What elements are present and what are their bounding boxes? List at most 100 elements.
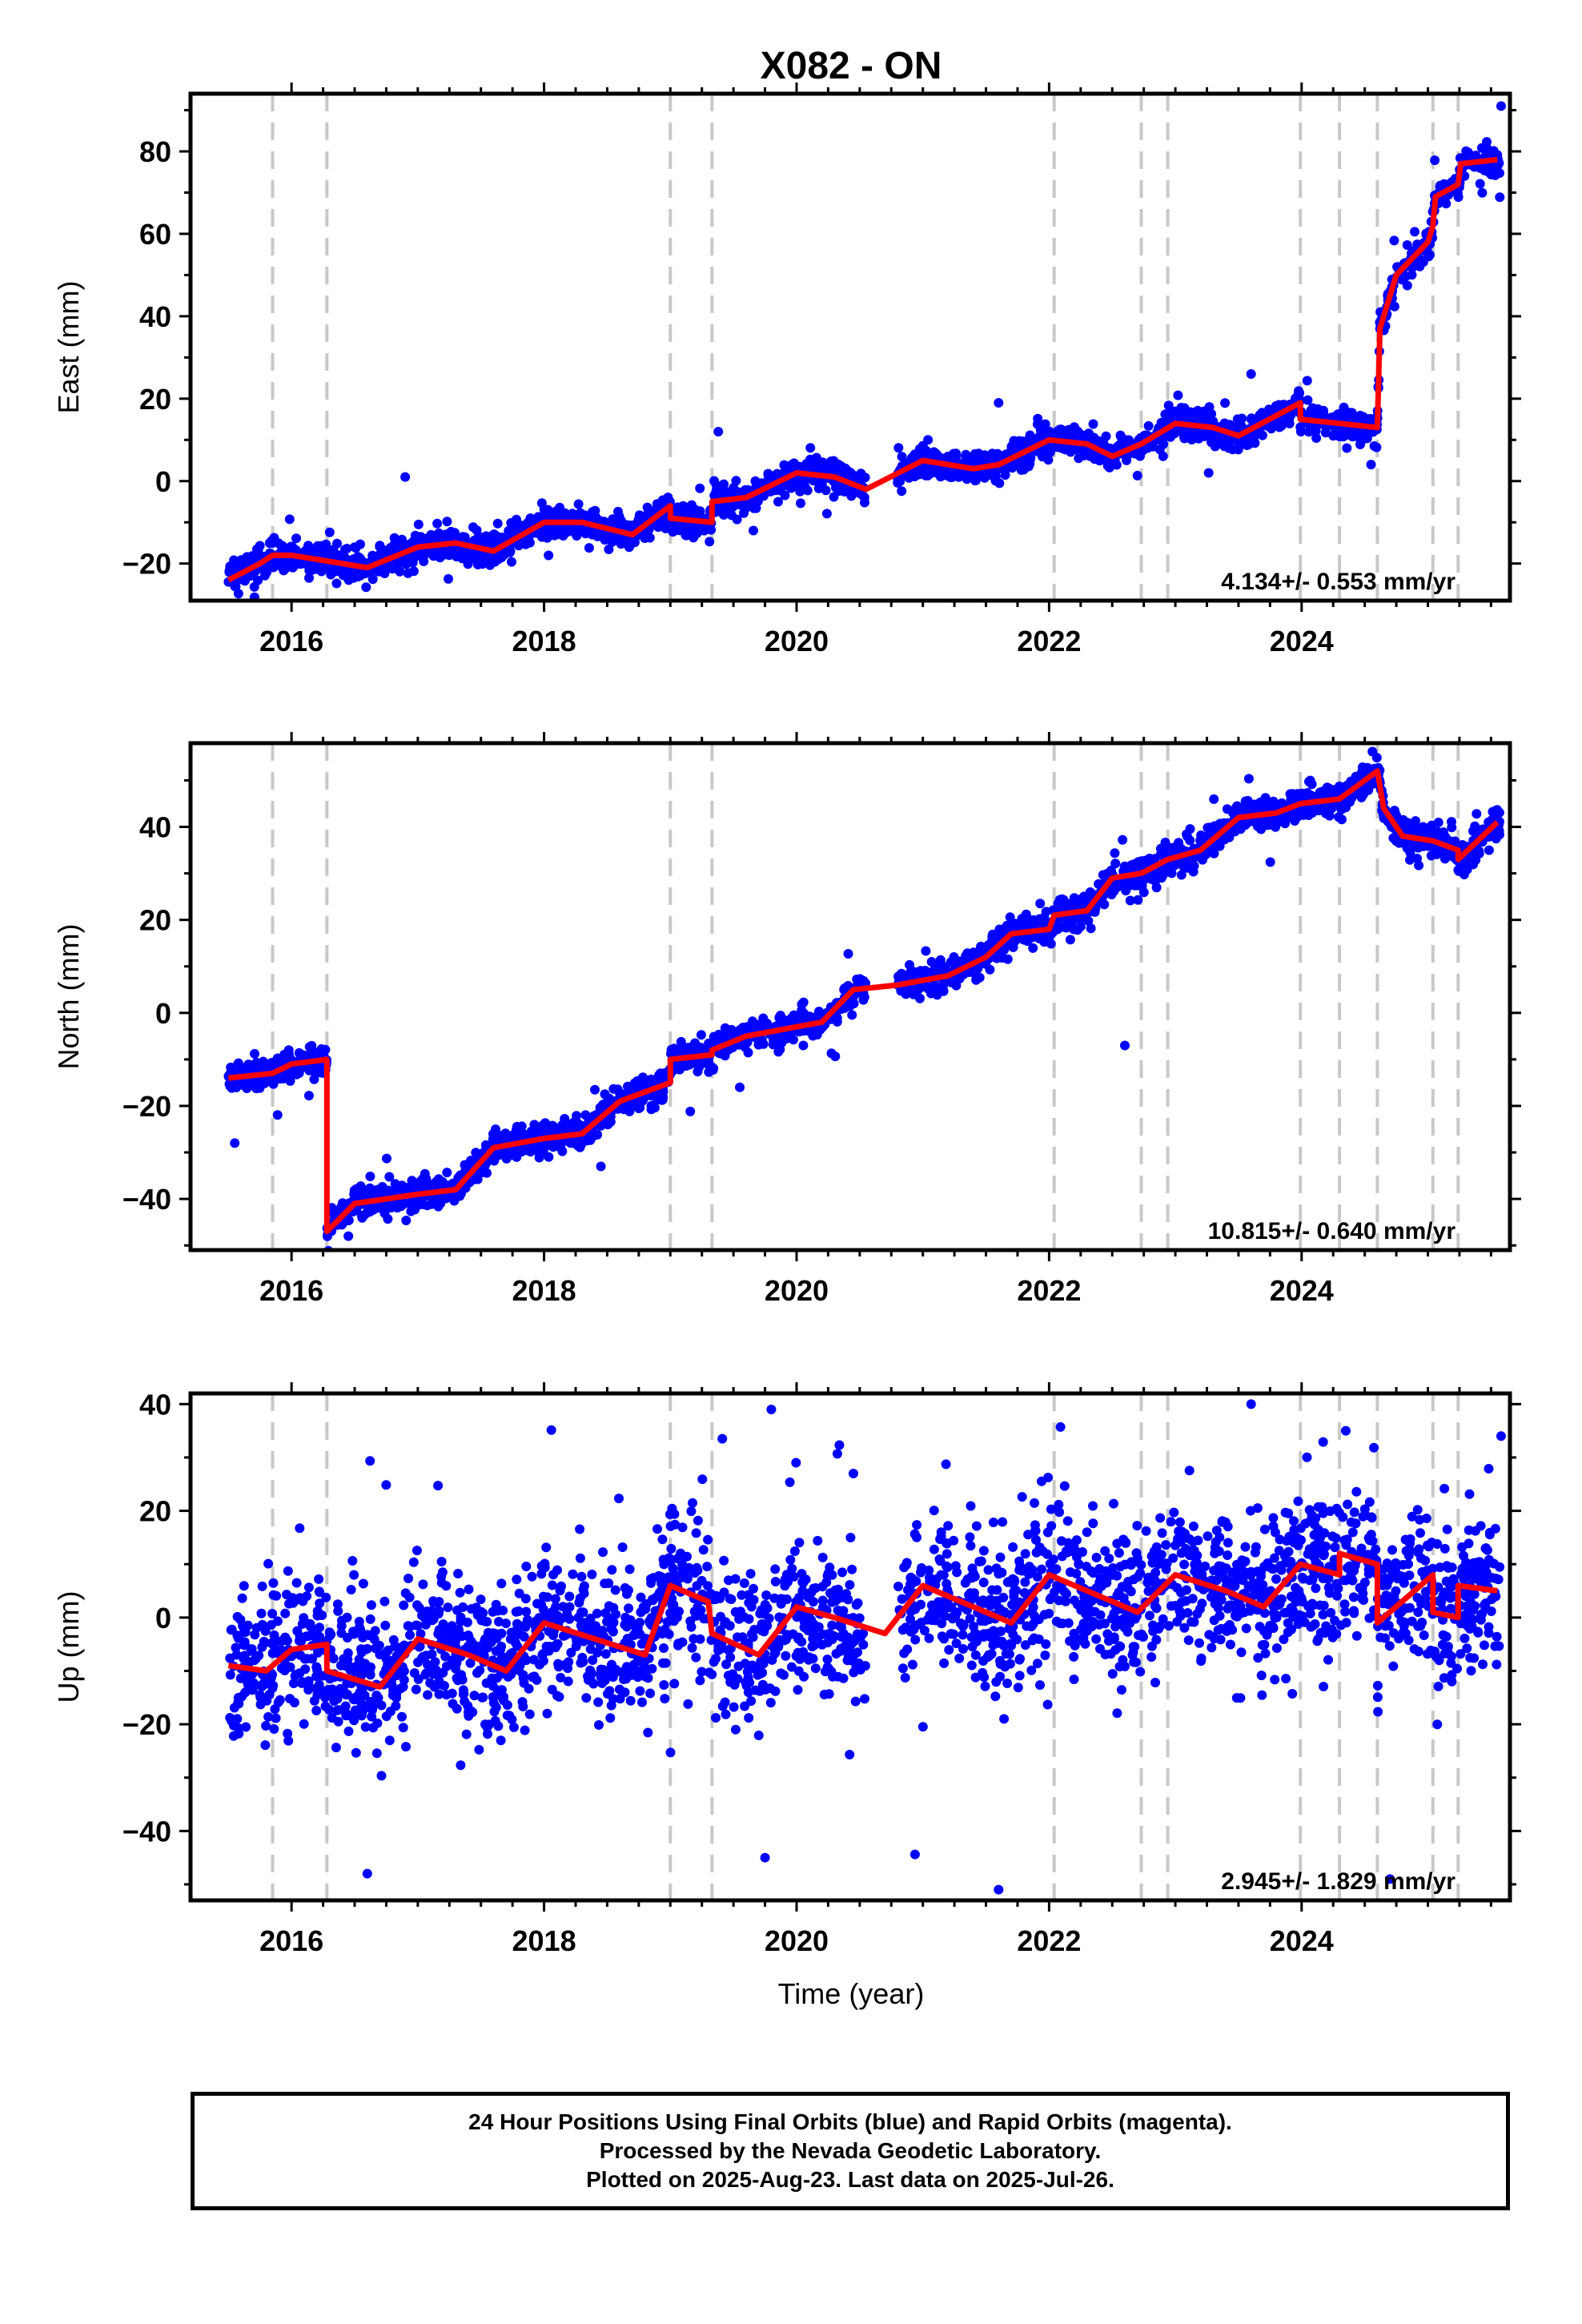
data-point [241, 573, 251, 583]
data-point [560, 508, 570, 518]
data-point [230, 581, 240, 591]
data-point [1303, 395, 1313, 405]
data-point [584, 543, 594, 553]
data-point [534, 1152, 544, 1163]
data-point [262, 567, 272, 577]
data-point [1033, 413, 1043, 424]
data-point [1307, 422, 1318, 432]
data-point [1110, 858, 1121, 869]
data-point [713, 427, 724, 436]
data-point [1094, 455, 1104, 465]
data-point [1035, 899, 1046, 909]
model-line [227, 156, 1498, 583]
data-point [1074, 453, 1084, 464]
data-point [994, 397, 1004, 408]
data-point [1435, 180, 1445, 191]
data-point [544, 550, 554, 561]
data-point [954, 974, 965, 983]
data-point [789, 1035, 798, 1045]
data-point [1182, 831, 1192, 842]
data-point [681, 530, 691, 541]
data-point [773, 497, 783, 507]
data-point [1016, 464, 1026, 475]
data-point [351, 543, 361, 553]
data-point [472, 1174, 483, 1184]
data-point [267, 538, 278, 549]
y-axis-title: East (mm) [52, 281, 85, 414]
data-point [432, 518, 443, 529]
data-point [604, 545, 614, 554]
data-point [600, 1089, 610, 1100]
data-point [1110, 848, 1120, 858]
data-point [250, 1059, 260, 1069]
x-tick-label: 2022 [1017, 625, 1081, 657]
data-point [1124, 435, 1134, 445]
data-point [713, 1029, 724, 1039]
data-point [1366, 460, 1376, 470]
data-point [1405, 854, 1415, 865]
data-point [1223, 443, 1234, 453]
data-point [1405, 847, 1415, 858]
data-point [1491, 163, 1501, 173]
data-point [406, 1206, 416, 1216]
data-point [1490, 806, 1500, 817]
data-point [802, 485, 813, 496]
data-point [1209, 794, 1219, 804]
data-point [731, 476, 741, 486]
data-point [375, 541, 385, 551]
data-point [328, 545, 339, 555]
data-point [1053, 427, 1063, 437]
data-point [1365, 413, 1375, 424]
y-tick-label: 80 [139, 135, 171, 168]
data-point [1209, 848, 1219, 858]
figure-title: X082 - ON [761, 45, 942, 87]
data-point [1487, 147, 1497, 157]
data-point [251, 544, 262, 554]
data-point [255, 1083, 265, 1093]
data-point [434, 551, 444, 561]
data-point [1014, 440, 1025, 450]
data-point [1477, 187, 1488, 198]
data-point [291, 533, 301, 544]
data-point [326, 569, 336, 580]
data-point [311, 564, 321, 574]
data-point [324, 527, 335, 537]
data-point [281, 563, 291, 573]
data-point [1025, 430, 1035, 440]
data-point [743, 498, 753, 508]
y-tick-label: 60 [139, 218, 171, 251]
data-point [536, 498, 547, 509]
data-point [743, 1047, 753, 1058]
data-point [442, 517, 452, 527]
data-point [1355, 440, 1365, 449]
data-point [685, 1106, 696, 1116]
data-point [272, 1110, 283, 1120]
data-point [954, 472, 964, 482]
data-point [1086, 923, 1096, 934]
data-point [413, 519, 424, 529]
data-point [382, 1153, 391, 1164]
plot-area [223, 94, 1506, 601]
data-point [1160, 409, 1170, 420]
data-point [444, 573, 453, 584]
data-point [905, 959, 914, 970]
data-point [1311, 433, 1322, 443]
data-point [395, 566, 405, 577]
data-point [1015, 456, 1025, 467]
data-point [1028, 943, 1038, 953]
data-point [1410, 227, 1419, 237]
data-point [389, 533, 400, 543]
data-point [1072, 925, 1082, 935]
data-point [420, 1168, 430, 1179]
data-point [1082, 449, 1093, 460]
plot-frame [188, 91, 1512, 603]
data-point [1243, 774, 1254, 784]
data-point [1475, 179, 1485, 189]
data-point [909, 472, 920, 481]
data-point [779, 460, 789, 470]
data-point [478, 551, 488, 561]
data-point [1461, 146, 1472, 156]
